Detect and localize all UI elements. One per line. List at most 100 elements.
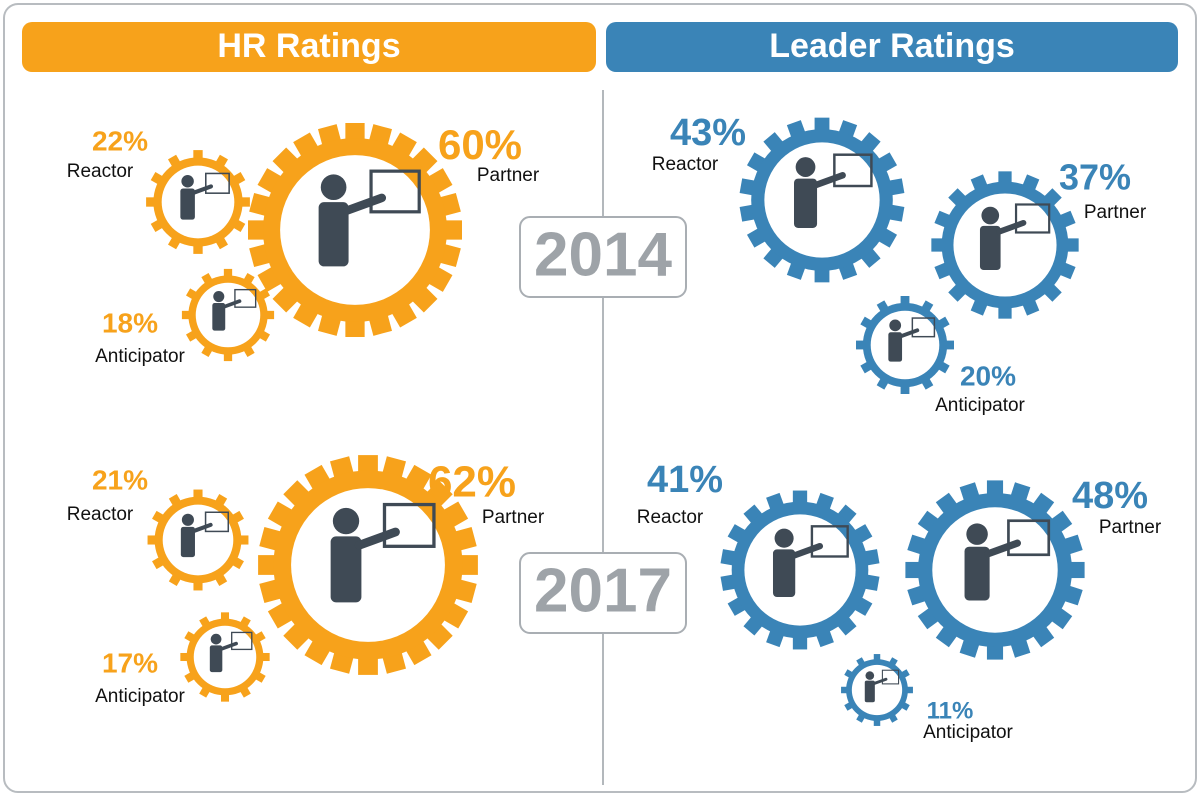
panel-title: Leader Ratings: [769, 27, 1015, 65]
percent-label: 18%: [102, 307, 158, 338]
figure-head: [795, 157, 816, 177]
figure-arm: [790, 542, 824, 559]
figure-head: [966, 523, 988, 545]
gear: [181, 268, 275, 362]
role-label: Partner: [1099, 517, 1162, 538]
year-box: [519, 216, 687, 298]
figure-arm: [354, 527, 400, 550]
role-label: Anticipator: [923, 722, 1013, 743]
percent-label: 21%: [92, 464, 148, 495]
role-label: Partner: [482, 507, 545, 528]
percent-label: 62%: [428, 458, 516, 507]
role-label: Anticipator: [95, 686, 185, 707]
gear-tooth: [220, 612, 230, 622]
figure-head: [181, 175, 194, 188]
role-label: Partner: [1084, 202, 1147, 223]
percent-label: 17%: [102, 647, 158, 678]
figure-body: [330, 536, 362, 603]
gear-face: [161, 165, 235, 239]
gear: [905, 480, 1085, 660]
gear-face: [953, 193, 1057, 297]
gear-face: [193, 625, 257, 689]
figure-arm: [342, 193, 387, 216]
gear-tooth: [873, 718, 881, 726]
board: [382, 502, 436, 548]
gear-tooth: [223, 351, 233, 362]
gear-tooth: [220, 692, 230, 702]
percent-label: 22%: [92, 125, 148, 156]
figure-body: [864, 680, 875, 703]
gear-tooth: [223, 268, 233, 279]
gear-tooth: [193, 580, 203, 591]
gear-face: [932, 507, 1058, 633]
gear: [841, 654, 913, 726]
role-label: Reactor: [652, 154, 719, 175]
panel-title: HR Ratings: [217, 27, 400, 65]
panel-header: [22, 22, 596, 72]
figure-body: [794, 178, 818, 228]
figure-body: [979, 225, 1001, 271]
year-box: [519, 552, 687, 634]
figure-arm: [812, 172, 846, 189]
figure-body: [209, 645, 223, 673]
figure-arm: [191, 522, 213, 533]
gear: [146, 150, 250, 254]
gear: [931, 171, 1079, 319]
board: [1014, 203, 1051, 234]
role-label: Reactor: [637, 507, 704, 528]
figure-body: [888, 332, 903, 362]
figure-body: [772, 549, 796, 598]
gear-face: [280, 155, 430, 305]
gear: [248, 123, 462, 337]
role-label: Partner: [477, 165, 540, 186]
figure-head: [774, 528, 794, 548]
figure-head: [181, 513, 194, 526]
figure-arm: [219, 641, 238, 651]
gear-tooth: [193, 489, 203, 500]
figure-arm: [899, 328, 920, 339]
gear-tooth: [900, 296, 910, 306]
board: [833, 153, 873, 188]
gear: [180, 612, 270, 702]
gear: [147, 489, 249, 591]
gear-tooth: [193, 243, 203, 254]
board: [369, 169, 421, 214]
gear-face: [870, 310, 940, 380]
board: [231, 631, 253, 651]
board: [204, 511, 230, 533]
figure-arm: [222, 299, 242, 309]
year-label: 2017: [534, 556, 672, 625]
figure-head: [981, 206, 1000, 225]
gear-face: [195, 282, 261, 348]
figure-head: [865, 671, 875, 680]
board: [234, 288, 257, 308]
percent-label: 20%: [960, 360, 1016, 391]
gear-tooth: [873, 654, 881, 662]
gear: [258, 455, 478, 675]
panel-header: [606, 22, 1178, 72]
gear-tooth: [900, 384, 910, 394]
board: [911, 317, 936, 338]
gear-face: [764, 142, 880, 258]
gear: [720, 490, 880, 650]
figure-arm: [984, 539, 1021, 558]
figure-body: [212, 303, 226, 331]
figure-head: [213, 291, 225, 303]
figure-arm: [872, 677, 888, 685]
role-label: Reactor: [67, 161, 134, 182]
percent-label: 43%: [670, 112, 746, 154]
figure-head: [332, 507, 360, 535]
figure-body: [180, 526, 195, 558]
board: [810, 525, 849, 558]
percent-label: 60%: [438, 121, 522, 168]
gear: [856, 296, 954, 394]
board: [1007, 519, 1051, 557]
year-label: 2014: [534, 220, 672, 289]
role-label: Anticipator: [935, 395, 1025, 416]
figure-arm: [191, 184, 214, 195]
figure-head: [320, 174, 347, 201]
figure-body: [318, 202, 349, 267]
board: [205, 172, 230, 194]
percent-label: 11%: [927, 697, 974, 724]
